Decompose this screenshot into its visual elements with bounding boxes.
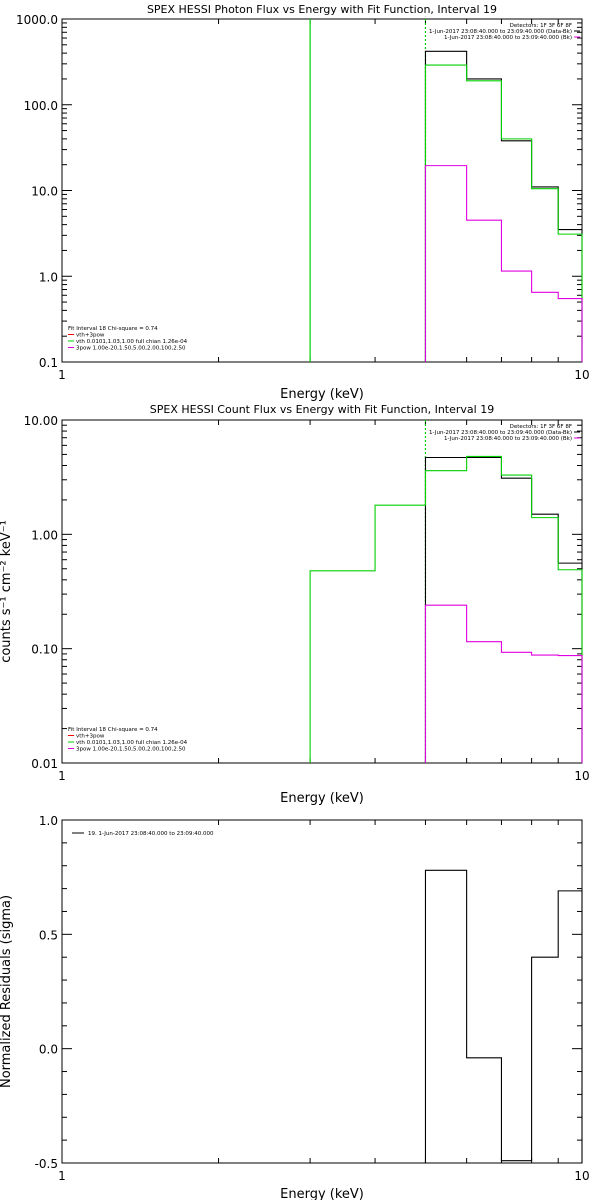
y-tick-label: 1.00 xyxy=(31,528,58,542)
series-line-2 xyxy=(309,455,583,763)
legend-entry: vth+3pow xyxy=(76,333,105,339)
legend-entry: 3pow 1.00e-20,1.50,5.00,2.00,100,2.50 xyxy=(76,346,186,352)
legend-entry: 19. 1-Jun-2017 23:08:40.000 to 23:09:40.… xyxy=(88,831,214,837)
legend-entry: Fit Interval 18 Chi-square = 0.74 xyxy=(68,727,158,733)
plot-frame xyxy=(61,18,583,363)
plot-frame xyxy=(61,819,583,1164)
y-axis-label: counts s⁻¹ cm⁻² keV⁻¹ xyxy=(0,520,14,663)
x-tick-label: 1 xyxy=(58,368,66,382)
y-tick-label: 100.0 xyxy=(24,99,58,113)
header-line: Detectors: 1F 3F 6F 8F xyxy=(510,424,572,430)
series-line-3 xyxy=(424,604,583,763)
panel-2 xyxy=(61,419,583,764)
x-axis-label: Energy (keV) xyxy=(280,387,364,402)
header-line: 1-Jun-2017 23:08:40.000 to 23:09:40.000 … xyxy=(444,35,572,41)
y-tick-label: 1000.0 xyxy=(16,13,58,27)
series-line-1 xyxy=(424,869,583,1163)
header-line: 1-Jun-2017 23:08:40.000 to 23:09:40.000 … xyxy=(429,29,572,35)
panel-3 xyxy=(61,819,583,1164)
y-tick-label: 0.1 xyxy=(39,356,58,370)
x-tick-label: 10 xyxy=(574,769,589,783)
legend-entry: vth 0.0101,1.03,1.00 full chian 1.26e-04 xyxy=(76,740,188,746)
chart-title: SPEX HESSI Count Flux vs Energy with Fit… xyxy=(150,403,494,416)
y-tick-label: 0.10 xyxy=(31,643,58,657)
y-tick-label: 10.0 xyxy=(31,185,58,199)
y-tick-label: 0.01 xyxy=(31,757,58,771)
y-tick-label: 0.0 xyxy=(39,1043,58,1057)
header-line: 1-Jun-2017 23:08:40.000 to 23:09:40.000 … xyxy=(444,436,572,442)
header-line: 1-Jun-2017 23:08:40.000 to 23:09:40.000 … xyxy=(429,430,572,436)
y-tick-label: 1.0 xyxy=(39,814,58,828)
x-axis-label: Energy (keV) xyxy=(280,1187,364,1200)
series-line-1 xyxy=(424,456,583,763)
y-tick-label: -0.5 xyxy=(35,1157,58,1171)
y-tick-label: 10.00 xyxy=(24,414,58,428)
legend-entry: vth 0.0101,1.03,1.00 full chian 1.26e-04 xyxy=(76,339,188,345)
x-tick-label: 10 xyxy=(574,1169,589,1183)
panel-1 xyxy=(61,18,583,363)
y-tick-label: 0.5 xyxy=(39,928,58,942)
y-axis-label: Normalized Residuals (sigma) xyxy=(0,895,14,1088)
x-axis-label: Energy (keV) xyxy=(280,791,364,806)
series-line-3 xyxy=(424,165,583,362)
legend-entry: vth+3pow xyxy=(76,734,105,740)
chart-title: SPEX HESSI Photon Flux vs Energy with Fi… xyxy=(147,3,497,16)
legend-entry: Fit Interval 18 Chi-square = 0.74 xyxy=(68,326,158,332)
series-line-2 xyxy=(424,64,583,362)
y-tick-label: 1.0 xyxy=(39,270,58,284)
plot-frame xyxy=(61,419,583,764)
x-tick-label: 1 xyxy=(58,769,66,783)
legend-entry: 3pow 1.00e-20,1.50,5.00,2.00,100,2.50 xyxy=(76,747,186,753)
header-line: Detectors: 1F 3F 6F 8F xyxy=(510,23,572,29)
series-line-1 xyxy=(424,50,583,362)
x-tick-label: 10 xyxy=(574,368,589,382)
x-tick-label: 1 xyxy=(58,1169,66,1183)
